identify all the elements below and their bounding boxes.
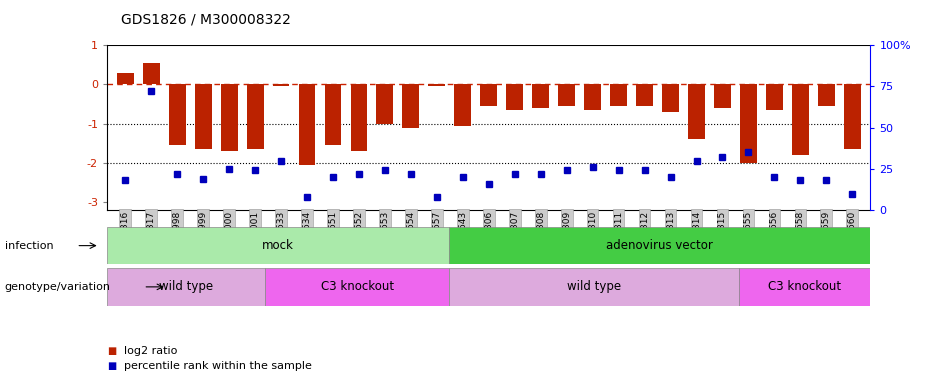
Text: GSM87317: GSM87317 [147,211,155,260]
Text: GSM87311: GSM87311 [614,211,623,260]
Text: GSM93660: GSM93660 [848,211,857,260]
Bar [559,84,575,106]
Text: C3 knockout: C3 knockout [320,280,394,293]
Text: GSM87312: GSM87312 [641,211,649,260]
Text: ■: ■ [107,346,116,355]
Text: GSM93658: GSM93658 [796,211,805,260]
Bar [376,84,394,124]
Bar [610,84,627,106]
Bar [739,268,870,306]
Text: GSM87310: GSM87310 [588,211,597,260]
Bar [428,84,445,86]
Text: GDS1826 / M300008322: GDS1826 / M300008322 [121,12,290,26]
Text: GSM93634: GSM93634 [303,211,312,260]
Bar [740,84,757,163]
Bar [450,268,739,306]
Text: GSM93998: GSM93998 [172,211,182,260]
Bar [818,84,835,106]
Text: genotype/variation: genotype/variation [5,282,111,292]
Text: percentile rank within the sample: percentile rank within the sample [124,361,312,370]
Bar [714,84,731,108]
Text: GSM87308: GSM87308 [536,211,546,260]
Text: GSM87315: GSM87315 [718,211,727,260]
Text: GSM93657: GSM93657 [432,211,441,260]
Text: adenovirus vector: adenovirus vector [606,239,713,252]
Text: GSM87307: GSM87307 [510,211,519,260]
Bar [107,227,450,264]
Text: GSM93655: GSM93655 [744,211,753,260]
Bar [662,84,679,112]
Bar [169,84,185,145]
Text: GSM87306: GSM87306 [484,211,493,260]
Bar [195,84,211,149]
Text: GSM93659: GSM93659 [822,211,830,260]
Text: C3 knockout: C3 knockout [768,280,842,293]
Bar [116,72,134,84]
Bar [480,84,497,106]
Bar [273,84,290,86]
Text: GSM87314: GSM87314 [692,211,701,260]
Text: GSM87309: GSM87309 [562,211,572,260]
Bar [265,268,450,306]
Bar [766,84,783,110]
Text: GSM93656: GSM93656 [770,211,779,260]
Text: GSM93653: GSM93653 [381,211,389,260]
Bar [450,227,870,264]
Text: GSM93651: GSM93651 [329,211,337,260]
Bar [299,84,316,165]
Bar [325,84,342,145]
Text: GSM87316: GSM87316 [121,211,129,260]
Bar [454,84,471,126]
Bar [402,84,419,128]
Text: GSM93654: GSM93654 [406,211,415,260]
Text: GSM94000: GSM94000 [224,211,234,260]
Bar [350,84,368,151]
Bar [688,84,705,139]
Bar [221,84,237,151]
Text: wild type: wild type [159,280,213,293]
Text: infection: infection [5,241,53,250]
Text: wild type: wild type [567,280,621,293]
Bar [585,84,601,110]
Bar [843,84,861,149]
Text: GSM87313: GSM87313 [666,211,675,260]
Bar [247,84,263,149]
Bar [636,84,653,106]
Text: mock: mock [263,239,294,252]
Bar [506,84,523,110]
Bar [533,84,549,108]
Text: log2 ratio: log2 ratio [124,346,177,355]
Text: ■: ■ [107,361,116,370]
Text: GSM93652: GSM93652 [355,211,363,260]
Text: GSM86643: GSM86643 [458,211,467,260]
Bar [142,63,159,84]
Text: GSM93633: GSM93633 [277,211,286,260]
Bar [792,84,809,155]
Bar [107,268,265,306]
Text: GSM93999: GSM93999 [198,211,208,260]
Text: GSM94001: GSM94001 [250,211,260,260]
